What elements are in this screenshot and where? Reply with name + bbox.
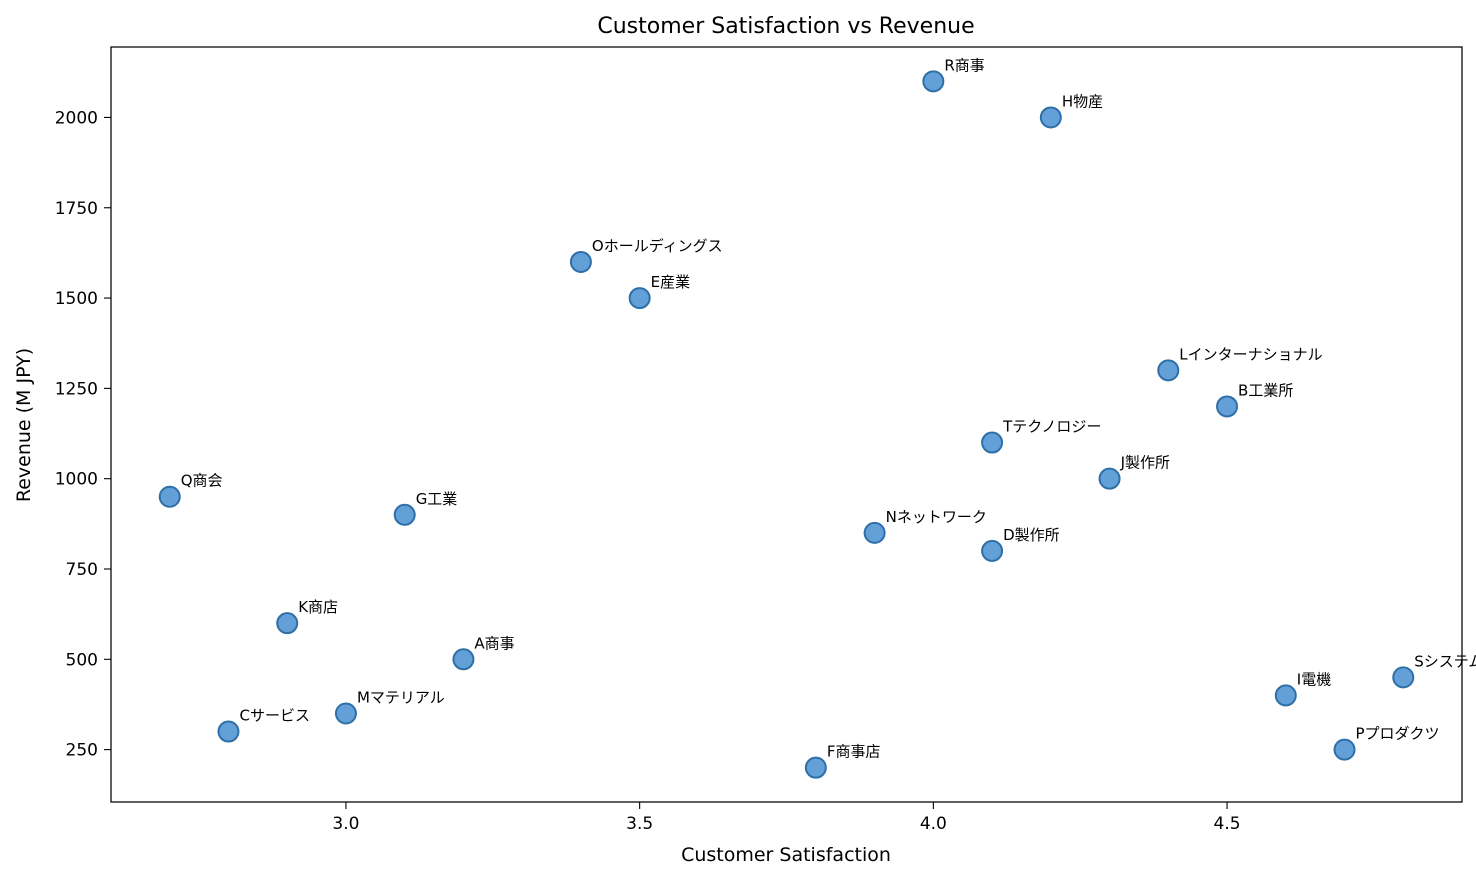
point-labels: R商事 H物産 Oホールディングス E産業 Lインターナショナル B工業所 Tテクノロジー J… <box>181 56 1476 760</box>
x-axis-label: Customer Satisfaction <box>681 844 891 866</box>
point-label: Q商会 <box>181 472 223 490</box>
y-tick-label: 750 <box>66 560 98 580</box>
x-tick-label: 4.0 <box>920 814 947 834</box>
chart-title: Customer Satisfaction vs Revenue <box>597 14 974 39</box>
data-points <box>158 70 1415 779</box>
data-point <box>981 431 1004 454</box>
y-tick-label: 1250 <box>55 379 98 399</box>
axes <box>110 46 1463 803</box>
y-tick-label: 250 <box>66 741 98 761</box>
data-point <box>158 485 181 508</box>
point-label: I電機 <box>1297 670 1331 688</box>
point-label: E産業 <box>651 273 690 291</box>
x-tick-label: 3.5 <box>626 814 653 834</box>
point-label: D製作所 <box>1003 526 1060 544</box>
point-label: Cサービス <box>239 707 309 725</box>
y-tick-label: 1500 <box>55 289 98 309</box>
point-label: Oホールディングス <box>592 237 723 255</box>
point-label: Pプロダクツ <box>1356 725 1440 743</box>
data-point <box>981 539 1004 562</box>
point-label: Tテクノロジー <box>1002 418 1101 436</box>
point-label: Lインターナショナル <box>1179 345 1322 363</box>
data-point <box>569 250 592 273</box>
plot-frame <box>110 46 1463 803</box>
data-point <box>217 720 240 743</box>
point-label: Nネットワーク <box>886 508 987 526</box>
x-tick-label: 4.5 <box>1214 814 1241 834</box>
data-point <box>804 756 827 779</box>
data-point <box>1098 467 1121 490</box>
y-axis-label: Revenue (M JPY) <box>13 348 35 502</box>
data-point <box>334 702 357 725</box>
point-label: Mマテリアル <box>357 688 445 706</box>
data-point <box>1392 666 1415 689</box>
data-point <box>922 70 945 93</box>
point-label: B工業所 <box>1238 381 1293 399</box>
data-point <box>393 503 416 526</box>
data-point <box>452 648 475 671</box>
x-axis-ticks: 3.0 3.5 4.0 4.5 <box>332 802 1241 834</box>
point-label: G工業 <box>416 490 458 508</box>
data-point <box>1333 738 1356 761</box>
data-point <box>1216 395 1239 418</box>
point-label: K商店 <box>298 598 338 616</box>
data-point <box>1157 359 1180 382</box>
data-point <box>1039 106 1062 129</box>
data-point <box>863 521 886 544</box>
point-label: H物産 <box>1062 92 1103 110</box>
y-tick-label: 2000 <box>55 108 98 128</box>
point-label: F商事店 <box>827 743 881 761</box>
data-point <box>1274 684 1297 707</box>
point-label: Sシステムズ <box>1414 652 1476 670</box>
data-point <box>628 287 651 310</box>
y-axis-ticks: 250 500 750 1000 1250 1500 1750 2000 <box>55 108 111 761</box>
y-tick-label: 1000 <box>55 470 98 490</box>
point-label: J製作所 <box>1120 454 1170 472</box>
point-label: R商事 <box>944 56 984 74</box>
point-label: A商事 <box>474 634 514 652</box>
data-point <box>276 612 299 635</box>
y-tick-label: 500 <box>66 650 98 670</box>
x-tick-label: 3.0 <box>332 814 359 834</box>
y-tick-label: 1750 <box>55 199 98 219</box>
